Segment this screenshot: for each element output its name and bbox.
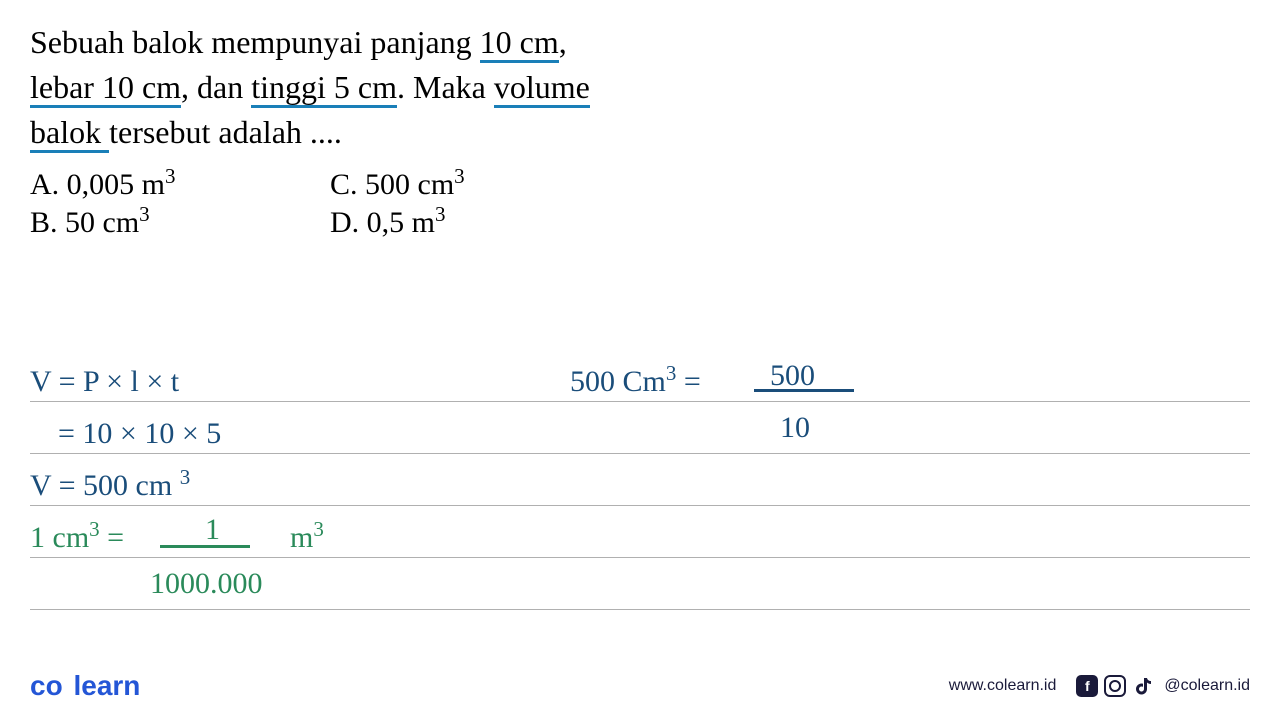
- question-block: Sebuah balok mempunyai panjang 10 cm, le…: [0, 0, 1280, 240]
- work-conv-denom: 10: [780, 411, 810, 445]
- q-underline-5: balok: [30, 114, 109, 153]
- options-block: A. 0,005 m3 C. 500 cm3 B. 50 cm3 D. 0,5 …: [30, 164, 1250, 240]
- work-conv-left: 500 Cm3 =: [570, 361, 701, 399]
- q-line2-mid: , dan: [181, 69, 251, 105]
- work-unit-m: m3: [290, 517, 324, 555]
- q-underline-1: 10 cm: [480, 24, 559, 63]
- worksheet-area: V = P × l × t 500 Cm3 = 500 = 10 × 10 × …: [30, 350, 1250, 610]
- fraction-line-icon: [754, 389, 854, 392]
- facebook-icon: f: [1076, 675, 1098, 697]
- social-icons: f @colearn.id: [1076, 675, 1250, 697]
- footer-bar: co learn www.colearn.id f @colearn.id: [0, 670, 1280, 702]
- q-underline-3: tinggi 5 cm: [251, 69, 397, 108]
- question-text: Sebuah balok mempunyai panjang 10 cm, le…: [30, 20, 1250, 154]
- option-c: C. 500 cm3: [330, 164, 550, 202]
- q-line2-mid2: . Maka: [397, 69, 494, 105]
- fraction-line-icon: [160, 545, 250, 548]
- brand-logo: co learn: [30, 670, 140, 702]
- q-underline-2: lebar 10 cm: [30, 69, 181, 108]
- q-line1-post: ,: [559, 24, 567, 60]
- option-b: B. 50 cm3: [30, 202, 250, 240]
- work-unit-conv: 1 cm3 =: [30, 517, 124, 555]
- option-d: D. 0,5 m3: [330, 202, 550, 240]
- instagram-icon: [1104, 675, 1126, 697]
- q-line1-pre: Sebuah balok mempunyai panjang: [30, 24, 480, 60]
- footer-url: www.colearn.id: [949, 677, 1057, 695]
- work-substitution: = 10 × 10 × 5: [58, 417, 221, 451]
- social-handle: @colearn.id: [1164, 677, 1250, 695]
- tiktok-icon: [1132, 675, 1154, 697]
- q-line3-post: tersebut adalah ....: [109, 114, 342, 150]
- option-a: A. 0,005 m3: [30, 164, 250, 202]
- work-unit-denom: 1000.000: [150, 567, 263, 601]
- footer-right: www.colearn.id f @colearn.id: [949, 675, 1250, 697]
- work-formula: V = P × l × t: [30, 365, 179, 399]
- q-underline-4: volume: [494, 69, 590, 108]
- work-result: V = 500 cm 3: [30, 465, 190, 503]
